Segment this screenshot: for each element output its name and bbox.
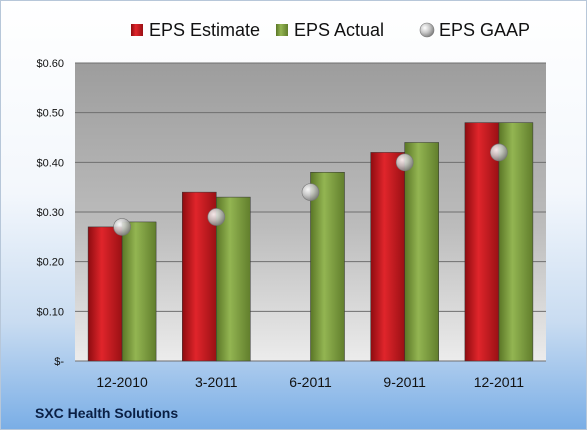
y-axis: $- $0.10 $0.20 $0.30 $0.40 $0.50 $0.60 <box>36 58 64 368</box>
bar-eps-estimate-12-2010 <box>87 226 123 362</box>
bar-eps-actual-9-2011 <box>404 142 439 362</box>
bar-eps-actual-12-2011 <box>498 122 534 362</box>
bar-eps-estimate-12-2011 <box>464 122 500 362</box>
x-axis: 12-2010 3-2011 6-2011 9-2011 12-2011 <box>96 374 524 390</box>
y-tick-label: $0.50 <box>36 108 64 120</box>
x-tick-label: 12-2011 <box>474 374 525 390</box>
y-tick-label: $0.40 <box>36 157 64 169</box>
legend: EPS Estimate EPS Actual EPS GAAP <box>131 20 530 40</box>
legend-label: EPS Actual <box>294 20 384 40</box>
x-tick-label: 6-2011 <box>289 374 332 390</box>
legend-swatch-eps-actual <box>276 24 288 36</box>
legend-item-eps-gaap: EPS GAAP <box>419 20 530 40</box>
x-tick-label: 9-2011 <box>383 374 426 390</box>
company-label: SXC Health Solutions <box>35 405 178 421</box>
x-tick-label: 12-2010 <box>96 374 148 390</box>
bar-eps-actual-12-2010 <box>121 221 157 362</box>
legend-swatch-eps-estimate <box>131 24 143 36</box>
legend-swatch-eps-gaap <box>419 22 435 38</box>
bar-eps-estimate-9-2011 <box>370 152 405 362</box>
marker-eps-gaap-12-2011 <box>490 143 508 162</box>
marker-eps-gaap-12-2010 <box>113 218 131 236</box>
marker-eps-gaap-9-2011 <box>395 153 414 172</box>
marker-eps-gaap-6-2011 <box>301 183 320 201</box>
x-tick-label: 3-2011 <box>195 374 238 390</box>
legend-label: EPS GAAP <box>439 20 530 40</box>
y-tick-label: $0.60 <box>36 58 64 70</box>
y-tick-label: $0.30 <box>36 207 64 219</box>
legend-label: EPS Estimate <box>149 20 260 40</box>
y-tick-label: $- <box>54 356 64 368</box>
bar-eps-actual-6-2011 <box>310 172 345 362</box>
marker-eps-gaap-3-2011 <box>207 208 226 226</box>
bar-eps-actual-3-2011 <box>216 196 251 362</box>
gaap-markers <box>113 143 508 236</box>
legend-item-eps-estimate: EPS Estimate <box>131 20 260 40</box>
legend-item-eps-actual: EPS Actual <box>276 20 384 40</box>
y-tick-label: $0.20 <box>36 257 64 269</box>
bars <box>87 122 534 362</box>
y-tick-label: $0.10 <box>36 306 64 318</box>
